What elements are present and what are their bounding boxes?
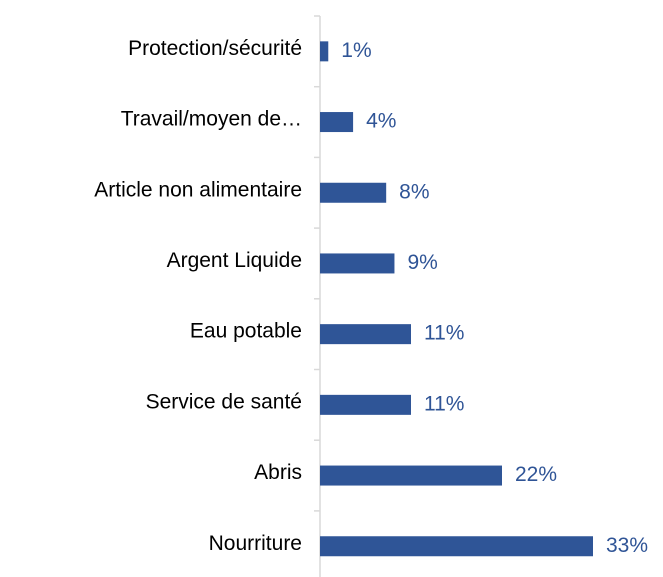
data-label: 11% [424,392,464,415]
bar [320,536,593,557]
category-label: Abris [254,461,302,484]
data-label: 1% [341,39,371,62]
category-label: Travail/moyen de… [121,108,302,131]
bar [320,394,411,415]
category-label: Nourriture [209,532,302,555]
bar [320,112,354,133]
bar [320,182,387,203]
data-label: 33% [606,534,648,557]
data-label: 4% [366,110,396,133]
bar [320,41,329,62]
category-label: Protection/sécurité [128,37,302,60]
category-label: Argent Liquide [167,249,302,272]
data-label: 8% [399,180,429,203]
category-label: Service de santé [146,390,302,413]
category-label: Eau potable [190,320,302,343]
bar [320,253,395,274]
data-label: 11% [424,322,464,345]
bar [320,465,502,486]
category-label: Article non alimentaire [94,178,302,201]
bar [320,324,411,345]
data-label: 22% [515,463,557,486]
data-label: 9% [407,251,437,274]
